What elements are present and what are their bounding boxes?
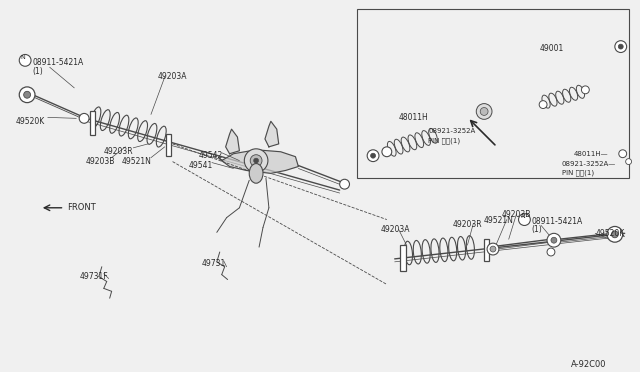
Circle shape bbox=[611, 231, 618, 238]
Circle shape bbox=[487, 243, 499, 255]
Polygon shape bbox=[226, 129, 239, 154]
Text: 08911-5421A: 08911-5421A bbox=[32, 58, 83, 67]
Text: PIN ビン(1): PIN ビン(1) bbox=[562, 170, 594, 176]
Text: 48011H—: 48011H— bbox=[573, 151, 608, 157]
Text: N: N bbox=[520, 214, 525, 219]
Text: 49203R: 49203R bbox=[104, 147, 133, 156]
Text: (1): (1) bbox=[531, 225, 542, 234]
Text: 49731F: 49731F bbox=[79, 272, 108, 280]
Polygon shape bbox=[265, 121, 279, 147]
Text: 08921-3252A—: 08921-3252A— bbox=[562, 161, 616, 167]
Text: 49001: 49001 bbox=[539, 44, 563, 53]
Circle shape bbox=[250, 155, 262, 167]
Bar bbox=[357, 9, 628, 178]
Text: 49541: 49541 bbox=[188, 161, 212, 170]
Circle shape bbox=[581, 86, 589, 94]
Text: N: N bbox=[21, 55, 26, 60]
Text: PIN ビン(1): PIN ビン(1) bbox=[428, 137, 460, 144]
Circle shape bbox=[19, 54, 31, 66]
Text: 49521N: 49521N bbox=[122, 157, 151, 166]
Text: A-92C00: A-92C00 bbox=[571, 360, 606, 369]
Circle shape bbox=[618, 44, 623, 49]
Circle shape bbox=[476, 104, 492, 119]
Circle shape bbox=[490, 246, 496, 252]
Circle shape bbox=[19, 87, 35, 103]
Circle shape bbox=[253, 158, 259, 163]
Text: 49521N: 49521N bbox=[483, 216, 513, 225]
Circle shape bbox=[367, 150, 379, 161]
Bar bbox=[166, 134, 171, 156]
Circle shape bbox=[626, 158, 632, 164]
Text: (1): (1) bbox=[32, 67, 43, 76]
Circle shape bbox=[480, 108, 488, 115]
Text: 49520K: 49520K bbox=[595, 230, 625, 238]
Bar bbox=[399, 245, 406, 271]
Circle shape bbox=[539, 101, 547, 109]
Text: 49731: 49731 bbox=[202, 259, 227, 268]
Text: 49203B: 49203B bbox=[86, 157, 115, 166]
Text: 49203R: 49203R bbox=[452, 219, 483, 228]
Circle shape bbox=[79, 113, 89, 123]
Circle shape bbox=[518, 214, 531, 225]
Text: FRONT: FRONT bbox=[67, 203, 96, 212]
Text: 49203A: 49203A bbox=[381, 225, 410, 234]
Circle shape bbox=[547, 248, 555, 256]
Circle shape bbox=[607, 227, 623, 242]
Circle shape bbox=[244, 149, 268, 172]
Polygon shape bbox=[220, 150, 298, 173]
Bar bbox=[484, 239, 489, 261]
Circle shape bbox=[340, 179, 349, 189]
Text: 49520K: 49520K bbox=[15, 117, 45, 126]
Circle shape bbox=[615, 41, 627, 52]
Circle shape bbox=[382, 147, 392, 157]
Circle shape bbox=[24, 91, 31, 98]
Text: 08911-5421A: 08911-5421A bbox=[531, 217, 582, 226]
Circle shape bbox=[551, 237, 557, 243]
Text: 49203B: 49203B bbox=[502, 210, 531, 219]
Circle shape bbox=[371, 153, 376, 158]
Bar bbox=[90, 112, 95, 135]
Text: 49203A: 49203A bbox=[158, 72, 188, 81]
Text: 49542: 49542 bbox=[198, 151, 222, 160]
Ellipse shape bbox=[249, 164, 263, 183]
Circle shape bbox=[547, 233, 561, 247]
Text: 08921-3252A: 08921-3252A bbox=[428, 128, 476, 134]
Circle shape bbox=[619, 150, 627, 158]
Polygon shape bbox=[452, 90, 541, 131]
Text: 48011H: 48011H bbox=[399, 113, 428, 122]
